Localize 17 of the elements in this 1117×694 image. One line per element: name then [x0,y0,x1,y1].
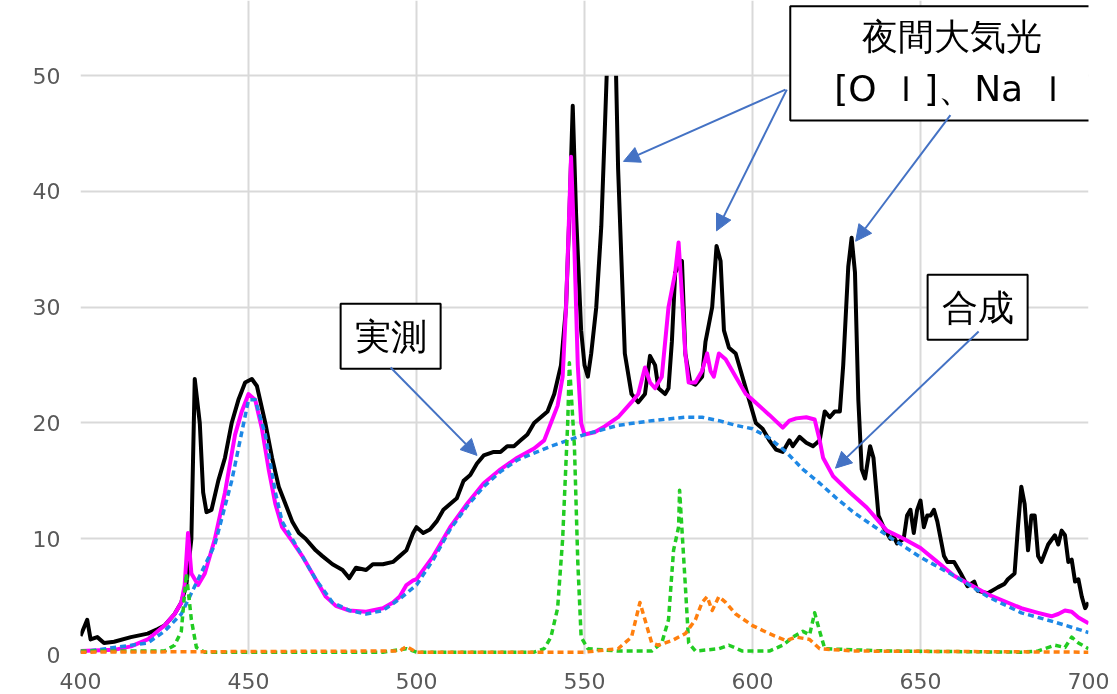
x-tick-label: 700 [1067,668,1110,694]
y-tick-label: 10 [32,526,61,552]
x-tick-label: 650 [899,668,942,694]
line-series [80,594,1089,654]
annotation: 夜間大気光 [O Ｉ]、Na Ｉ [834,16,1071,109]
x-tick-label: 550 [563,668,606,694]
annotation: 合成 [941,286,1014,328]
annotation: 実測 [354,315,427,357]
x-tick-label: 500 [395,668,438,694]
y-tick-label: 50 [32,63,61,89]
x-tick-label: 450 [227,668,270,694]
y-tick-label: 40 [32,179,61,205]
y-tick-label: 0 [46,642,61,668]
x-tick-label: 400 [59,668,102,694]
x-tick-label: 600 [731,668,774,694]
y-tick-label: 20 [32,411,61,436]
y-tick-label: 30 [32,295,61,321]
